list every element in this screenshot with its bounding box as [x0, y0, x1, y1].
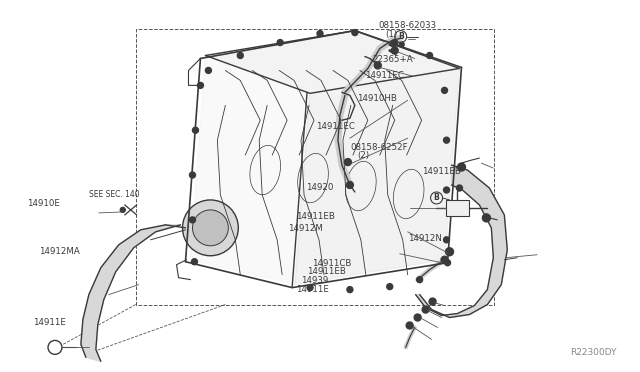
- Text: 14910HB: 14910HB: [357, 94, 397, 103]
- Circle shape: [307, 285, 313, 291]
- Circle shape: [444, 237, 449, 243]
- Circle shape: [445, 248, 454, 256]
- Text: 14912N: 14912N: [408, 234, 442, 243]
- Circle shape: [237, 52, 243, 58]
- Circle shape: [417, 277, 422, 283]
- Text: 14911EB: 14911EB: [422, 167, 461, 176]
- Circle shape: [277, 39, 283, 45]
- Text: B: B: [398, 32, 404, 41]
- Circle shape: [198, 82, 204, 89]
- Circle shape: [406, 322, 413, 329]
- Text: 14911EC: 14911EC: [316, 122, 355, 131]
- Circle shape: [444, 137, 449, 143]
- Polygon shape: [81, 225, 180, 361]
- Text: 08158-62033: 08158-62033: [379, 22, 436, 31]
- Circle shape: [317, 31, 323, 36]
- Text: 14910E: 14910E: [27, 199, 60, 208]
- Circle shape: [442, 87, 447, 93]
- Circle shape: [347, 286, 353, 293]
- Polygon shape: [191, 55, 310, 285]
- Text: 14920: 14920: [306, 183, 333, 192]
- Circle shape: [193, 127, 198, 133]
- Text: B: B: [434, 193, 440, 202]
- Polygon shape: [205, 31, 460, 93]
- Circle shape: [189, 172, 195, 178]
- Circle shape: [387, 283, 393, 290]
- Text: (2): (2): [357, 151, 369, 160]
- Circle shape: [445, 260, 451, 266]
- Circle shape: [441, 256, 448, 263]
- Polygon shape: [415, 165, 508, 318]
- Text: (1): (1): [385, 29, 397, 39]
- Text: R22300DY: R22300DY: [570, 348, 616, 357]
- Circle shape: [422, 306, 429, 313]
- Circle shape: [399, 42, 404, 47]
- Text: 14912MA: 14912MA: [40, 247, 80, 256]
- Text: 14911CB: 14911CB: [312, 259, 352, 268]
- Text: 08158-6252F: 08158-6252F: [351, 143, 408, 152]
- Circle shape: [391, 47, 398, 54]
- Circle shape: [392, 39, 397, 45]
- Text: 14911EC: 14911EC: [365, 71, 404, 80]
- Circle shape: [346, 182, 353, 189]
- FancyBboxPatch shape: [445, 200, 469, 216]
- Text: SEE SEC. 140: SEE SEC. 140: [89, 190, 140, 199]
- Text: 14911EB: 14911EB: [296, 212, 335, 221]
- Text: 14911E: 14911E: [33, 318, 66, 327]
- Circle shape: [191, 259, 198, 265]
- Circle shape: [189, 217, 195, 223]
- Circle shape: [429, 298, 436, 305]
- Text: 14911EB: 14911EB: [307, 267, 346, 276]
- Circle shape: [374, 62, 381, 69]
- Circle shape: [352, 30, 358, 36]
- Circle shape: [182, 200, 238, 256]
- Circle shape: [458, 163, 465, 171]
- Circle shape: [193, 210, 228, 246]
- Circle shape: [456, 185, 463, 191]
- Polygon shape: [295, 68, 460, 285]
- Circle shape: [427, 52, 433, 58]
- Circle shape: [444, 187, 449, 193]
- Circle shape: [205, 67, 211, 73]
- Text: 14911E: 14911E: [296, 285, 329, 294]
- Text: 14939: 14939: [301, 276, 328, 285]
- Circle shape: [120, 208, 125, 212]
- Circle shape: [483, 214, 490, 222]
- Text: 14912M: 14912M: [288, 224, 323, 233]
- Text: 22365+A: 22365+A: [372, 55, 413, 64]
- Circle shape: [344, 158, 351, 166]
- Circle shape: [414, 314, 421, 321]
